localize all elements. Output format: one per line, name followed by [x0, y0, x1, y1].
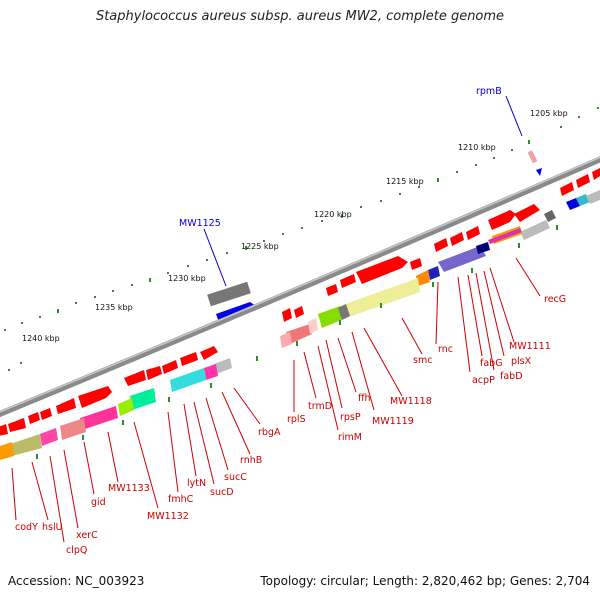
gene-label[interactable]: recG — [544, 294, 566, 305]
gene-label[interactable]: sucC — [224, 472, 247, 483]
gene-label[interactable]: sucD — [210, 487, 234, 498]
gene-label[interactable]: ffh — [358, 393, 371, 404]
gene-label[interactable]: xerC — [76, 530, 98, 541]
genome-backbone — [0, 156, 600, 418]
gene-label[interactable]: rnc — [438, 344, 453, 355]
label-leaders — [11, 257, 541, 543]
gene-label[interactable]: fabG — [480, 358, 503, 369]
gene-label[interactable]: MW1125 — [179, 218, 221, 229]
gene-label[interactable]: rbgA — [258, 427, 281, 438]
map-title: Staphylococcus aureus subsp. aureus MW2,… — [95, 9, 505, 24]
gene-feature[interactable] — [536, 168, 542, 176]
scale-label: 1235 kbp — [95, 303, 133, 312]
gene-label[interactable]: rimM — [338, 432, 362, 443]
scale-label: 1225 kbp — [241, 242, 279, 251]
gene-label[interactable]: smc — [413, 355, 432, 366]
gene-label[interactable]: MW1111 — [509, 341, 551, 352]
gene-feature[interactable] — [527, 150, 538, 164]
scale-label: 1205 kbp — [530, 109, 568, 118]
scale-label: 1215 kbp — [386, 177, 424, 186]
gene-label[interactable]: fmhC — [168, 494, 194, 505]
gene-label[interactable]: MW1119 — [372, 416, 414, 427]
gene-label[interactable]: hslU — [42, 522, 63, 533]
gene-feature[interactable] — [207, 281, 251, 307]
topology-text: Topology: circular; Length: 2,820,462 bp… — [260, 574, 590, 588]
gene-label[interactable]: fabD — [500, 371, 523, 382]
gene-label[interactable]: rpsP — [340, 412, 361, 423]
gene-labels: recG MW1111 plsX fabD fabG acpP rnc smc … — [15, 86, 566, 556]
gene-label[interactable]: acpP — [472, 375, 495, 386]
gene-label[interactable]: codY — [15, 522, 38, 533]
gene-label[interactable]: gid — [91, 497, 106, 508]
gene-label[interactable]: MW1118 — [390, 396, 432, 407]
lower-ticks — [36, 225, 558, 459]
scale-label: 1210 kbp — [458, 143, 496, 152]
forward-strand-features — [0, 168, 600, 436]
gene-label[interactable]: trmD — [308, 401, 332, 412]
scale-ring — [4, 107, 599, 371]
gene-label[interactable]: rplS — [287, 414, 306, 425]
scale-label: 1230 kbp — [168, 274, 206, 283]
gene-label[interactable]: MW1133 — [108, 483, 150, 494]
gene-label[interactable]: MW1132 — [147, 511, 189, 522]
gene-label[interactable]: lytN — [187, 478, 206, 489]
gene-label[interactable]: rnhB — [240, 455, 262, 466]
scale-label: 1220 kbp — [314, 210, 352, 219]
gene-label[interactable]: plsX — [511, 356, 532, 367]
feature-boxes — [0, 190, 600, 460]
accession-text: Accession: NC_003923 — [8, 574, 145, 588]
scale-label: 1240 kbp — [22, 334, 60, 343]
gene-label[interactable]: rpmB — [476, 86, 502, 97]
gene-label[interactable]: clpQ — [66, 545, 87, 556]
